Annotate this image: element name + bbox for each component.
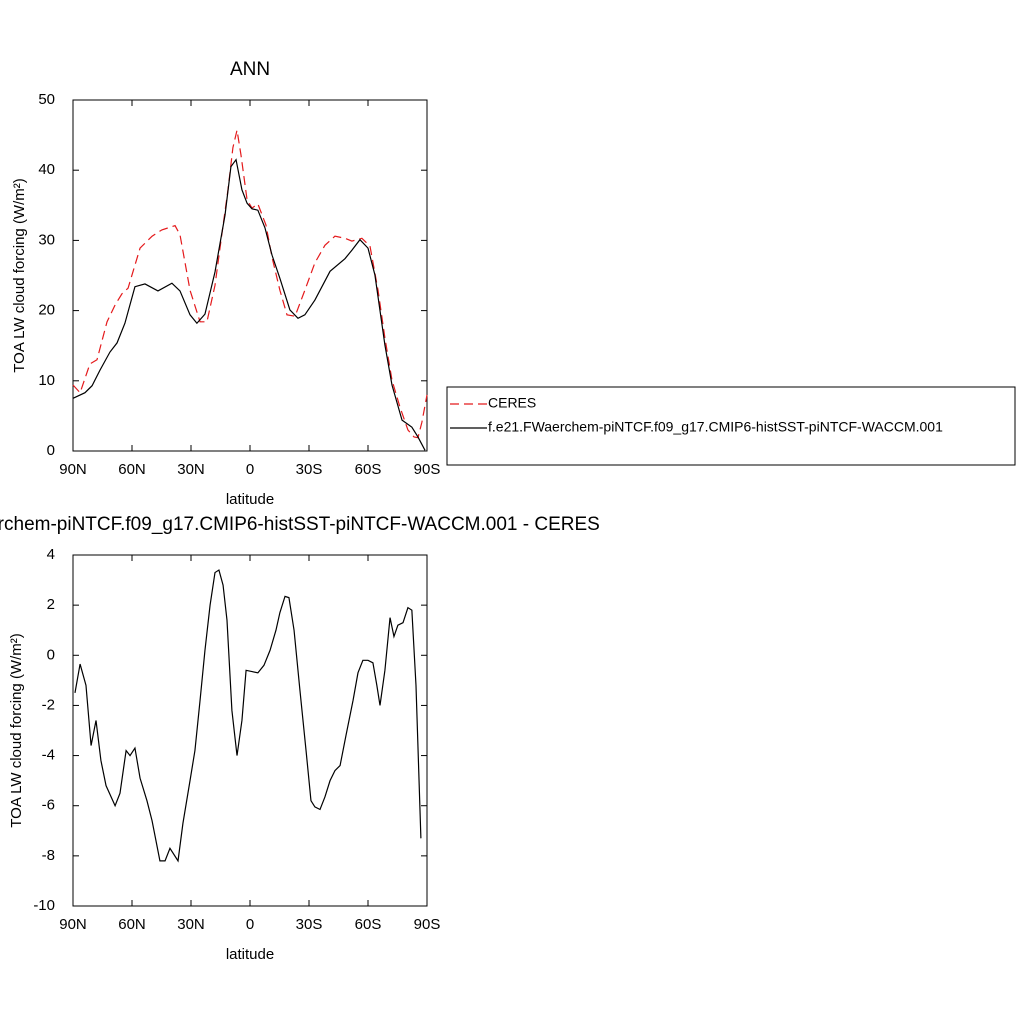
y-tick-label: -10 [33,897,55,914]
x-tick-label: 90N [59,916,87,933]
legend-label: f.e21.FWaerchem-piNTCF.f09_g17.CMIP6-his… [488,419,943,435]
plot-frame [72,99,428,452]
chart-title: ANN [230,59,270,80]
x-tick-label: 60S [355,461,382,478]
x-tick-label: 90N [59,461,87,478]
data-line [74,569,422,863]
data-line [72,130,428,439]
x-tick-label: 90S [414,916,441,933]
x-axis-label: latitude [226,946,274,963]
x-tick-label: 60S [355,916,382,933]
x-tick-label: 0 [246,916,254,933]
x-tick-label: 0 [246,461,254,478]
chart-title: f.e21.FWaerchem-piNTCF.f09_g17.CMIP6-his… [0,514,600,535]
x-axis-label: latitude [226,491,274,508]
x-tick-label: 30N [177,916,205,933]
plot-frame [72,554,428,907]
y-tick-label: -4 [42,747,55,764]
legend-label: CERES [488,395,536,411]
y-tick-label: -8 [42,847,55,864]
y-tick-label: 50 [38,91,55,108]
x-tick-label: 30N [177,461,205,478]
y-axis-label: TOA LW cloud forcing (W/m²) [8,633,25,827]
x-tick-label: 60N [118,461,146,478]
y-tick-label: 0 [47,442,55,459]
x-tick-label: 60N [118,916,146,933]
data-line [72,158,426,451]
y-tick-label: 30 [38,231,55,248]
y-tick-label: -6 [42,797,55,814]
y-tick-label: 4 [47,546,55,563]
y-tick-label: -2 [42,696,55,713]
y-tick-label: 40 [38,161,55,178]
x-tick-label: 30S [296,916,323,933]
y-tick-label: 20 [38,302,55,319]
y-tick-label: 0 [47,646,55,663]
y-tick-label: 10 [38,372,55,389]
y-tick-label: 2 [47,596,55,613]
x-tick-label: 30S [296,461,323,478]
x-tick-label: 90S [414,461,441,478]
y-axis-label: TOA LW cloud forcing (W/m²) [11,178,28,372]
legend-frame [446,386,1016,466]
